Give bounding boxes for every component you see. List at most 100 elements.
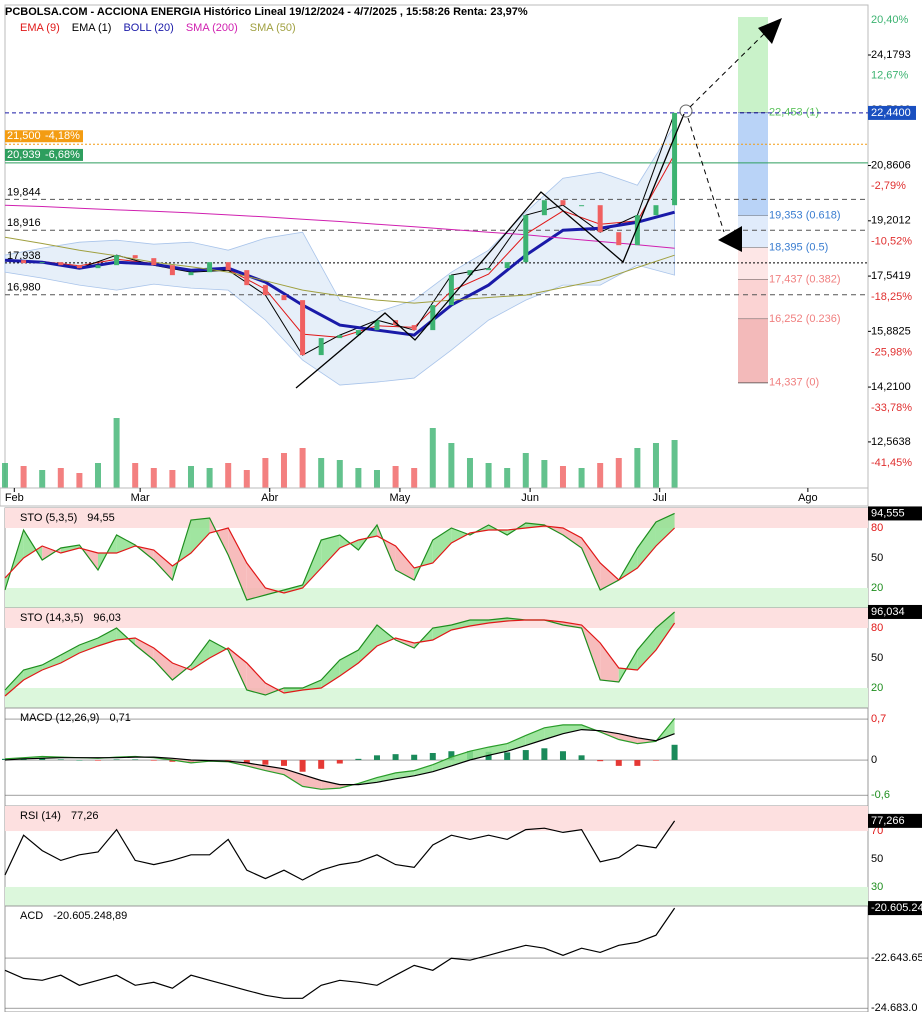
x-tick-label: Ago xyxy=(798,492,818,504)
fill-between xyxy=(135,638,154,660)
indicator-line xyxy=(4,820,676,881)
indicator-line xyxy=(4,728,675,786)
volume-bar xyxy=(57,468,64,488)
fill-between xyxy=(321,535,340,568)
fill-between xyxy=(600,563,619,590)
candle xyxy=(76,265,82,269)
y-tick-label: 30 xyxy=(871,881,883,893)
fib-label: 17,437 (0.382) xyxy=(769,273,841,285)
reference-change: -4,18% xyxy=(45,130,80,142)
histogram-bar xyxy=(411,754,418,761)
fill-between xyxy=(469,620,489,626)
projection-down xyxy=(687,117,725,233)
histogram-bar xyxy=(652,760,659,761)
x-tick-label: Feb xyxy=(5,492,24,504)
value-box xyxy=(868,813,922,828)
fill-between xyxy=(23,665,43,680)
candle xyxy=(300,300,306,356)
volume-bar xyxy=(318,458,325,488)
panel-title: MACD (12,26,9) xyxy=(20,712,99,724)
reference-label: 19,844 xyxy=(7,186,41,198)
fill-between xyxy=(432,528,452,563)
value-box-label: 94,555 xyxy=(871,507,905,519)
y2-tick-label: 12,67% xyxy=(871,69,909,81)
fill-between xyxy=(544,724,563,740)
fill-between xyxy=(190,640,210,670)
fill-between xyxy=(414,764,433,776)
fill-between xyxy=(507,735,526,752)
fill-between xyxy=(60,645,80,663)
indicator-line xyxy=(4,512,675,601)
candle xyxy=(597,205,603,233)
y-tick-label: 0 xyxy=(871,754,877,766)
reference-label: 16,980 xyxy=(7,282,41,294)
y-tick-label: 50 xyxy=(871,853,883,865)
indicator-line xyxy=(4,611,675,696)
histogram-bar xyxy=(504,752,511,761)
y2-tick-label: -2,79% xyxy=(871,180,906,192)
volume-bar xyxy=(411,468,418,488)
fill-between xyxy=(5,670,24,696)
fill-between xyxy=(451,751,470,766)
histogram-bar xyxy=(336,760,343,764)
y-tick-label: 19,2012 xyxy=(871,215,911,227)
histogram-bar xyxy=(392,754,399,761)
y-tick-label: 80 xyxy=(871,522,883,534)
fill-between xyxy=(395,546,415,580)
y2-tick-label: -41,45% xyxy=(871,457,912,469)
indicator-line xyxy=(4,619,676,697)
volume-bar xyxy=(299,448,306,488)
candle xyxy=(318,338,324,356)
candle xyxy=(579,205,585,207)
fill-between xyxy=(339,650,359,676)
candle xyxy=(58,262,64,266)
volume-bar xyxy=(671,440,678,488)
volume-bar xyxy=(466,458,473,488)
panel-title: STO (14,3,5) xyxy=(20,612,83,624)
fill-between xyxy=(600,643,619,682)
fill-between xyxy=(246,563,266,600)
fib-label: 18,395 (0.5) xyxy=(769,242,828,254)
volume-bar xyxy=(94,463,101,488)
fill-between xyxy=(432,625,452,640)
reference-label: 17,938 xyxy=(7,250,41,262)
volume-bar xyxy=(504,468,511,488)
histogram-bar xyxy=(671,744,678,761)
volume-bar xyxy=(113,418,120,488)
volume-bar xyxy=(169,470,176,488)
last-price-box xyxy=(868,105,916,120)
candle xyxy=(523,215,529,263)
fill-between xyxy=(358,625,377,663)
fill-between xyxy=(79,638,98,653)
volume-bar xyxy=(392,466,399,488)
volume-bar xyxy=(373,470,380,488)
candle xyxy=(467,270,473,276)
fill-between xyxy=(321,780,340,790)
legend-entry: SMA (50) xyxy=(250,22,296,34)
value-box-label: -20.605.248,89 xyxy=(871,902,922,914)
projection-up xyxy=(689,29,769,108)
candle xyxy=(114,255,120,266)
fill-between xyxy=(376,772,396,783)
candle xyxy=(541,200,547,216)
volume-bar xyxy=(336,460,343,488)
reference-change: -6,68% xyxy=(45,149,80,161)
fill-between xyxy=(246,663,266,695)
y-tick-label: 70 xyxy=(871,825,883,837)
volume-bar xyxy=(243,470,250,488)
candle xyxy=(411,325,417,331)
y-tick-label: 17,5419 xyxy=(871,270,911,282)
fib-zone xyxy=(738,112,768,216)
overlay-line xyxy=(4,204,675,249)
histogram-bar xyxy=(169,760,176,762)
trend-zigzag xyxy=(295,113,685,389)
fill-between xyxy=(321,660,340,688)
volume-bar xyxy=(2,463,8,488)
fib-zone xyxy=(738,319,768,383)
legend-entry: SMA (200) xyxy=(186,22,238,34)
indicator-line xyxy=(4,525,676,594)
candle xyxy=(560,200,566,206)
volume-bar xyxy=(634,448,641,488)
y-tick-label: -0,6 xyxy=(871,789,890,801)
volume-bar xyxy=(206,468,213,488)
